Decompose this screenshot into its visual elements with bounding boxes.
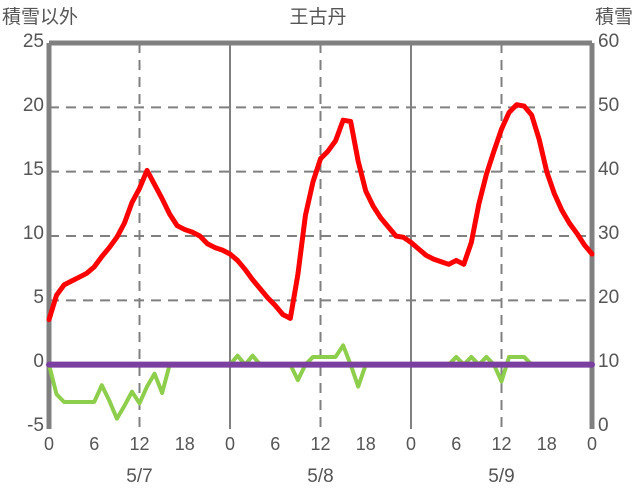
day-label-0: 5/7: [126, 466, 153, 487]
x-tick-12: 0: [586, 434, 597, 454]
x-tick-5: 6: [270, 434, 281, 454]
right-tick-60: 60: [598, 31, 620, 52]
x-tick-11: 18: [536, 434, 557, 454]
x-tick-7: 18: [355, 434, 376, 454]
left-tick-15: 15: [22, 159, 44, 180]
x-tick-2: 12: [129, 434, 150, 454]
left-tick-25: 25: [22, 31, 44, 52]
left-tick-20: 20: [22, 95, 44, 116]
x-tick-8: 0: [405, 434, 416, 454]
right-tick-0: 0: [598, 415, 609, 436]
x-tick-6: 12: [310, 434, 331, 454]
right-tick-40: 40: [598, 159, 620, 180]
day-label-2: 5/9: [488, 466, 515, 487]
right-tick-50: 50: [598, 95, 620, 116]
x-tick-10: 12: [491, 434, 512, 454]
day-label-1: 5/8: [307, 466, 334, 487]
right-tick-30: 30: [598, 223, 620, 244]
series-line: [47, 343, 594, 421]
series-line: [46, 102, 595, 323]
left-tick-10: 10: [22, 223, 44, 244]
left-tick-minus5: -5: [27, 415, 44, 436]
left-tick-5: 5: [33, 287, 44, 308]
x-tick-1: 6: [89, 434, 100, 454]
x-tick-4: 0: [224, 434, 235, 454]
x-tick-9: 6: [451, 434, 462, 454]
left-tick-0: 0: [33, 351, 44, 372]
right-tick-10: 10: [598, 351, 620, 372]
right-axis-title: 積雪: [594, 7, 633, 28]
chart-title: 王古丹: [289, 7, 347, 28]
right-tick-20: 20: [598, 287, 620, 308]
x-tick-0: 0: [43, 434, 54, 454]
x-tick-3: 18: [174, 434, 195, 454]
left-axis-title: 積雪以外: [2, 7, 79, 28]
